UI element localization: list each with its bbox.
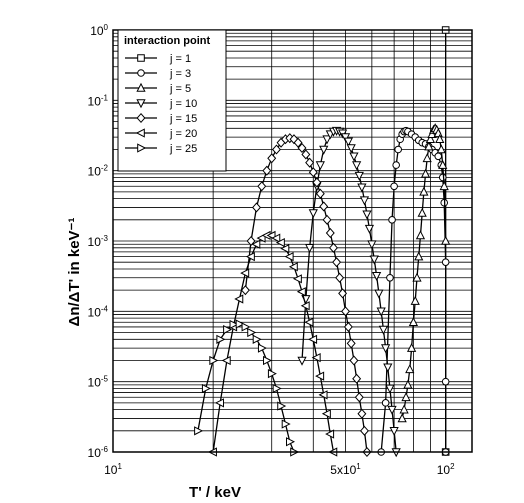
data-point (350, 153, 358, 160)
data-point (382, 345, 390, 352)
data-point (373, 273, 381, 280)
data-point (138, 70, 145, 77)
y-tick-label: 10-1 (88, 93, 109, 108)
series-3 (398, 124, 449, 422)
series-7 (195, 320, 298, 456)
data-point (317, 162, 325, 169)
data-point (286, 253, 293, 261)
data-point (350, 356, 358, 365)
data-point (393, 162, 400, 169)
data-point (306, 158, 314, 167)
data-point (258, 182, 266, 191)
legend-label: j = 1 (169, 53, 191, 65)
data-point (395, 146, 402, 153)
data-point (353, 162, 361, 169)
data-point (326, 229, 334, 238)
y-tick-label: 10-5 (88, 375, 109, 390)
data-point (323, 216, 331, 225)
legend-label: j = 15 (169, 113, 197, 125)
legend-label: j = 3 (169, 68, 191, 80)
data-point (309, 210, 317, 217)
data-point (347, 145, 355, 152)
legend-label: j = 25 (169, 143, 197, 155)
data-point (406, 365, 414, 372)
data-point (439, 174, 446, 181)
data-point (384, 364, 392, 371)
x-axis-label: T' / keV (189, 484, 241, 501)
data-point (317, 189, 325, 198)
series-layer (195, 27, 450, 457)
data-point (138, 55, 145, 62)
x-tick-label: 5x101 (330, 462, 361, 477)
data-point (382, 400, 389, 407)
data-point (423, 154, 431, 161)
data-point (309, 168, 317, 177)
y-tick-label: 10-4 (88, 304, 109, 319)
data-point (375, 290, 383, 297)
data-point (413, 274, 421, 281)
legend-title: interaction point (124, 35, 211, 47)
data-point (442, 378, 449, 385)
data-point (361, 427, 369, 436)
data-point (320, 202, 328, 211)
data-point (368, 241, 376, 248)
data-point (358, 184, 366, 191)
series-line (402, 128, 446, 418)
data-point (347, 339, 355, 348)
legend: interaction point j = 1 j = 3 j = 5 j = 10 j… (118, 30, 226, 171)
x-tick-label: 101 (104, 462, 122, 477)
data-point (411, 297, 419, 304)
data-point (248, 329, 255, 337)
data-point (435, 153, 442, 160)
series-6 (209, 232, 337, 456)
data-point (217, 336, 224, 344)
data-point (418, 209, 426, 216)
data-point (253, 336, 260, 344)
data-point (336, 273, 344, 282)
data-point (355, 393, 363, 402)
data-point (253, 203, 261, 212)
y-tick-label: 10-6 (88, 445, 109, 460)
data-point (333, 258, 341, 267)
data-point (417, 231, 425, 238)
data-point (358, 409, 366, 418)
data-point (389, 217, 396, 224)
y-tick-label: 10-2 (88, 164, 109, 179)
data-point (320, 146, 328, 153)
x-tick-label: 102 (437, 462, 455, 477)
data-point (355, 172, 363, 179)
y-tick-label: 10-3 (88, 234, 109, 249)
y-axis-label: Δn/ΔT' in keV⁻¹ (66, 218, 83, 327)
data-point (440, 182, 448, 189)
data-point (361, 197, 369, 204)
legend-label: j = 10 (169, 98, 197, 110)
legend-label: j = 5 (169, 83, 191, 95)
data-point (363, 211, 371, 218)
data-point (442, 259, 449, 266)
data-point (268, 154, 276, 163)
legend-label: j = 20 (169, 128, 197, 140)
data-point (386, 385, 394, 392)
y-tick-label: 100 (90, 23, 108, 38)
data-point (387, 274, 394, 281)
data-point (391, 183, 398, 190)
data-point (330, 244, 338, 253)
series-line (213, 235, 333, 452)
